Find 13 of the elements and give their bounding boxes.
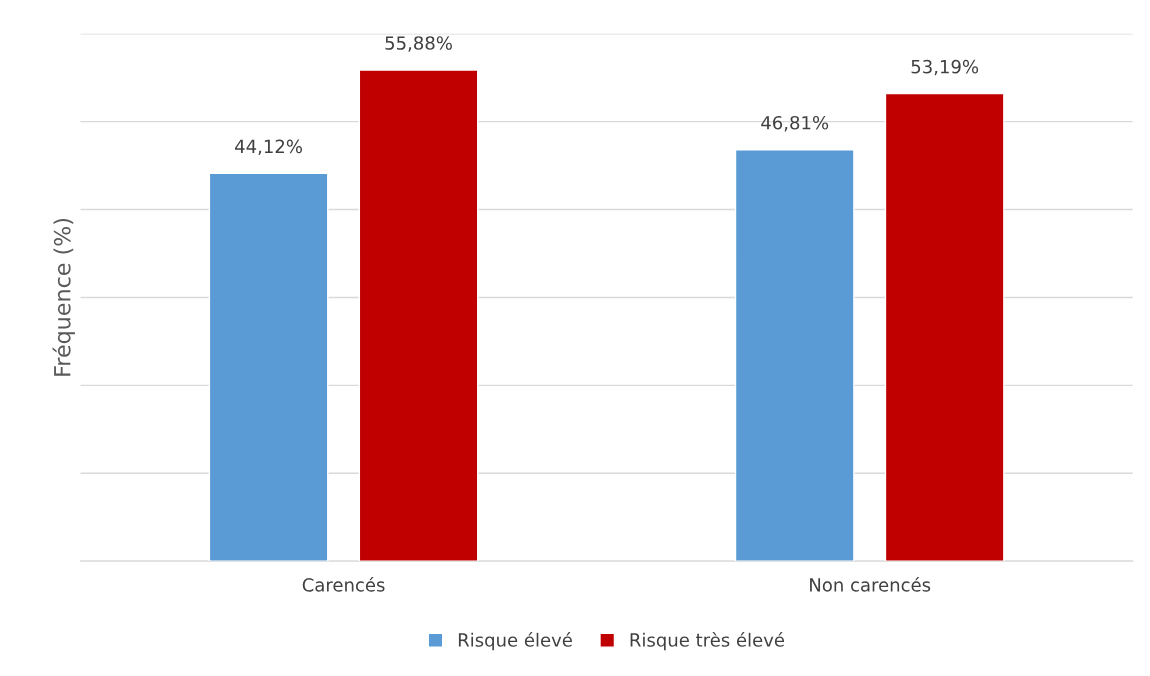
bar (358, 69, 479, 562)
data-label: 46,81% (761, 115, 829, 132)
data-label: 55,88% (385, 36, 452, 52)
data-label: 53,19% (911, 59, 979, 76)
x-tick-label: Carencés (302, 577, 385, 592)
data-label: 44,12% (235, 139, 303, 156)
legend-label: Risque très élevé (630, 632, 785, 651)
legend-label: Risque élevé (458, 632, 572, 651)
bar (884, 92, 1005, 562)
bar (208, 172, 329, 562)
y-axis-title: Fréquence (%) (52, 218, 75, 376)
bar (734, 149, 855, 562)
x-tick-label: Non carencés (810, 577, 931, 592)
